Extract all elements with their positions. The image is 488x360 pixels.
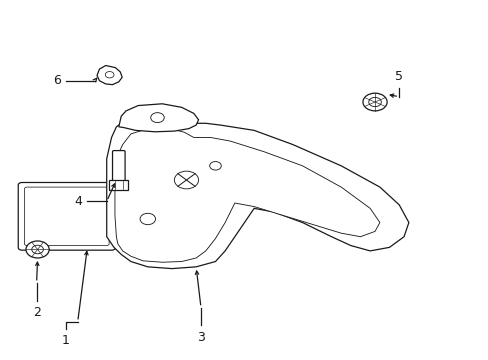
Circle shape: [140, 213, 155, 225]
Circle shape: [105, 72, 114, 78]
Polygon shape: [106, 114, 408, 269]
FancyBboxPatch shape: [109, 180, 128, 190]
Circle shape: [26, 241, 49, 258]
FancyBboxPatch shape: [24, 187, 109, 246]
Text: 4: 4: [75, 195, 82, 208]
Polygon shape: [119, 104, 198, 132]
FancyBboxPatch shape: [107, 205, 128, 235]
Circle shape: [362, 93, 386, 111]
Circle shape: [209, 162, 221, 170]
Circle shape: [32, 245, 43, 254]
Polygon shape: [97, 66, 122, 85]
FancyBboxPatch shape: [18, 183, 115, 250]
Circle shape: [368, 98, 381, 107]
Text: 6: 6: [53, 74, 61, 87]
Circle shape: [174, 171, 198, 189]
FancyBboxPatch shape: [112, 150, 125, 183]
Circle shape: [150, 113, 164, 123]
Text: 3: 3: [197, 330, 204, 344]
Text: 5: 5: [394, 69, 403, 82]
Text: 1: 1: [61, 334, 69, 347]
Polygon shape: [115, 129, 379, 262]
Circle shape: [111, 216, 124, 225]
Text: 2: 2: [33, 306, 41, 319]
